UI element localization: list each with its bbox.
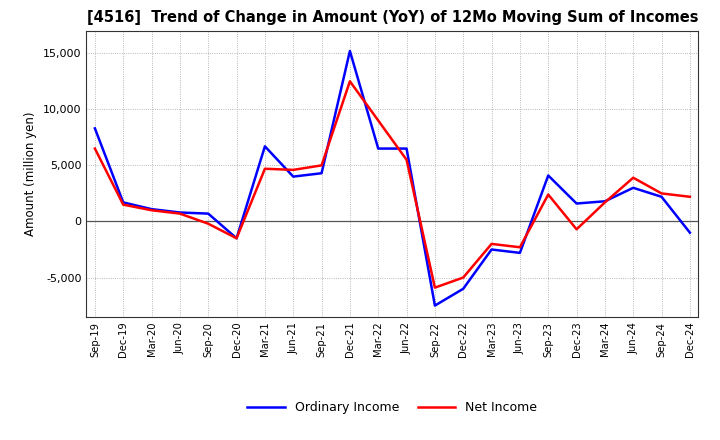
Net Income bbox=[176, 211, 184, 216]
Line: Ordinary Income: Ordinary Income bbox=[95, 51, 690, 306]
Net Income bbox=[374, 118, 382, 123]
Ordinary Income bbox=[119, 200, 127, 205]
Net Income bbox=[289, 167, 297, 172]
Net Income bbox=[346, 79, 354, 84]
Ordinary Income bbox=[431, 303, 439, 308]
Net Income bbox=[148, 208, 156, 213]
Ordinary Income bbox=[346, 48, 354, 54]
Net Income bbox=[402, 157, 411, 162]
Ordinary Income bbox=[148, 206, 156, 212]
Net Income bbox=[629, 175, 637, 180]
Net Income bbox=[600, 200, 609, 205]
Net Income bbox=[261, 166, 269, 172]
Ordinary Income bbox=[402, 146, 411, 151]
Net Income bbox=[544, 192, 552, 197]
Net Income bbox=[318, 163, 326, 168]
Y-axis label: Amount (million yen): Amount (million yen) bbox=[24, 112, 37, 236]
Net Income bbox=[91, 146, 99, 151]
Ordinary Income bbox=[289, 174, 297, 179]
Ordinary Income bbox=[374, 146, 382, 151]
Ordinary Income bbox=[459, 286, 467, 291]
Ordinary Income bbox=[600, 198, 609, 204]
Ordinary Income bbox=[91, 126, 99, 131]
Net Income bbox=[204, 221, 212, 226]
Net Income bbox=[119, 202, 127, 207]
Ordinary Income bbox=[318, 171, 326, 176]
Title: [4516]  Trend of Change in Amount (YoY) of 12Mo Moving Sum of Incomes: [4516] Trend of Change in Amount (YoY) o… bbox=[86, 11, 698, 26]
Net Income bbox=[657, 191, 666, 196]
Ordinary Income bbox=[657, 194, 666, 199]
Ordinary Income bbox=[572, 201, 581, 206]
Ordinary Income bbox=[233, 236, 241, 241]
Ordinary Income bbox=[629, 185, 637, 191]
Ordinary Income bbox=[204, 211, 212, 216]
Ordinary Income bbox=[487, 247, 496, 252]
Ordinary Income bbox=[544, 173, 552, 178]
Ordinary Income bbox=[176, 210, 184, 215]
Legend: Ordinary Income, Net Income: Ordinary Income, Net Income bbox=[243, 396, 542, 419]
Net Income bbox=[572, 227, 581, 232]
Net Income bbox=[685, 194, 694, 199]
Net Income bbox=[516, 245, 524, 250]
Net Income bbox=[459, 275, 467, 280]
Net Income bbox=[233, 236, 241, 241]
Ordinary Income bbox=[261, 144, 269, 149]
Net Income bbox=[487, 241, 496, 246]
Line: Net Income: Net Income bbox=[95, 81, 690, 288]
Ordinary Income bbox=[516, 250, 524, 256]
Net Income bbox=[431, 285, 439, 290]
Ordinary Income bbox=[685, 230, 694, 235]
